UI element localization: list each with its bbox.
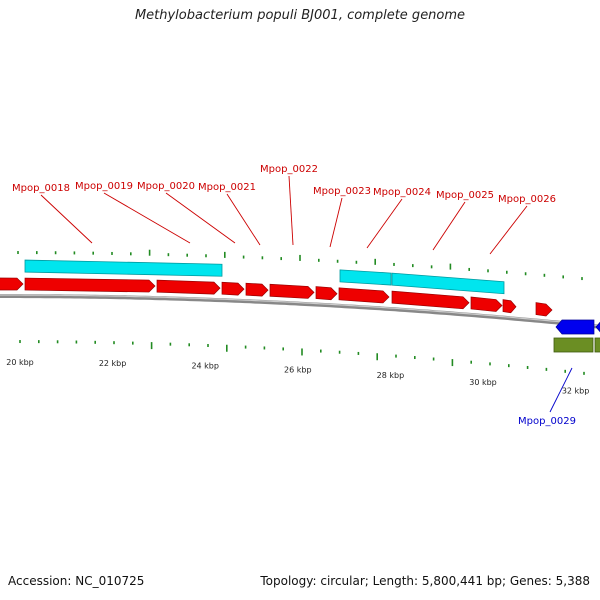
gene-label-leader [329, 197, 343, 248]
forward-gene-arrow [315, 286, 338, 301]
feature-block-olive [553, 337, 594, 353]
gene-label-leader [103, 192, 191, 244]
feature-block-olive [594, 337, 600, 353]
gene-label-forward: Mpop_0025 [436, 190, 494, 201]
gene-label-forward: Mpop_0023 [313, 186, 371, 197]
gene-label-leader [366, 198, 403, 249]
feature-block [339, 269, 392, 286]
forward-gene-arrow [0, 277, 24, 291]
gene-label-forward: Mpop_0021 [198, 182, 256, 193]
backbone-line [0, 294, 600, 329]
genome-backbone [0, 294, 600, 329]
gene-label-forward: Mpop_0022 [260, 164, 318, 175]
gene-label-leader [288, 175, 294, 246]
gene-label-leader [549, 367, 573, 413]
forward-gene-arrow [535, 302, 553, 317]
accession-text: Accession: NC_010725 [8, 574, 145, 588]
gene-label-forward: Mpop_0019 [75, 181, 133, 192]
reverse-gene-arrow [555, 319, 595, 335]
forward-gene-arrow [502, 299, 517, 314]
axis-tick-label: 24 kbp [191, 362, 219, 371]
genome-summary-text: Topology: circular; Length: 5,800,441 bp… [260, 574, 590, 588]
axis-tick-label: 26 kbp [284, 366, 312, 375]
map-title: Methylobacterium populi BJ001, complete … [134, 8, 466, 23]
forward-gene-arrow [24, 277, 156, 293]
gene-label-leader [489, 205, 528, 255]
gene-label-leader [226, 193, 261, 246]
gene-label-leader [165, 192, 236, 244]
forward-gene-arrow [221, 281, 245, 296]
forward-gene-arrow [338, 287, 390, 304]
backbone-highlight [0, 294, 600, 327]
forward-gene-arrow [245, 282, 269, 297]
gene-label-reverse: Mpop_0029 [518, 416, 576, 427]
forward-gene-arrow [269, 283, 315, 299]
gene-label-forward: Mpop_0026 [498, 194, 556, 205]
forward-gene-arrow [391, 290, 470, 310]
axis-tick-label: 20 kbp [6, 358, 34, 367]
feature-block [391, 272, 505, 295]
forward-gene-arrow [156, 279, 221, 295]
reverse-gene-arrow [595, 321, 600, 333]
axis-tick-label: 28 kbp [377, 371, 405, 380]
feature-block [24, 259, 223, 277]
forward-gene-arrow [470, 296, 503, 312]
gene-label-forward: Mpop_0018 [12, 183, 70, 194]
axis-tick-labels: 20 kbp 22 kbp 24 kbp 26 kbp 28 kbp 30 kbp 32 k… [6, 358, 589, 395]
axis-tick-label: 32 kbp [562, 386, 590, 395]
label-leader-lines [40, 175, 573, 413]
gene-label-forward: Mpop_0020 [137, 181, 195, 192]
feature-blocks [24, 259, 600, 353]
axis-tick-label: 22 kbp [99, 359, 127, 368]
gene-label-forward: Mpop_0024 [373, 187, 431, 198]
gc-tick-marks [17, 249, 585, 375]
gene-label-leader [40, 194, 93, 244]
gene-arrows [0, 277, 600, 335]
axis-tick-label: 30 kbp [469, 378, 497, 387]
gene-label-leader [432, 201, 466, 251]
gene-labels: Mpop_0018 Mpop_0019 Mpop_0020 Mpop_0021 Mpop… [12, 164, 576, 427]
